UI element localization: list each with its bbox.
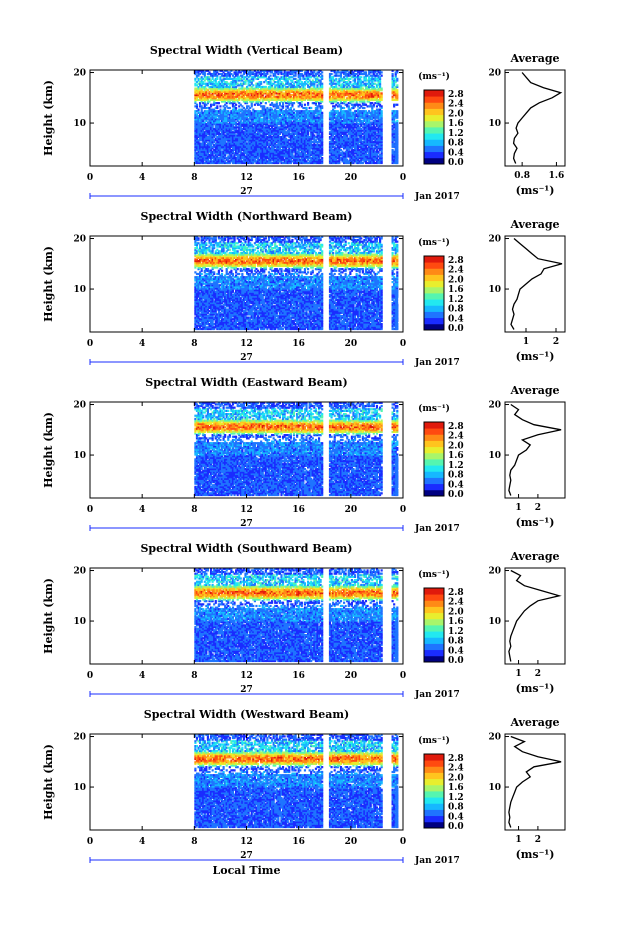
heatmap-cell [235, 107, 237, 109]
heatmap-cell [229, 107, 231, 109]
heatmap-cell [216, 105, 218, 107]
panel-1: Spectral Width (Vertical Beam)0 4 8 12 16 20 0… [42, 44, 565, 202]
heatmap-cell [196, 104, 198, 106]
heatmap-cell [218, 102, 220, 104]
panel-title: Spectral Width (Vertical Beam) [150, 44, 343, 57]
heatmap-cell [197, 109, 199, 111]
heatmap [194, 70, 398, 164]
figure-canvas: Spectral Width (Vertical Beam)0 4 8 12 16 20 0… [0, 0, 620, 929]
heatmap-cell [219, 105, 221, 107]
heatmap-cell [235, 104, 237, 106]
